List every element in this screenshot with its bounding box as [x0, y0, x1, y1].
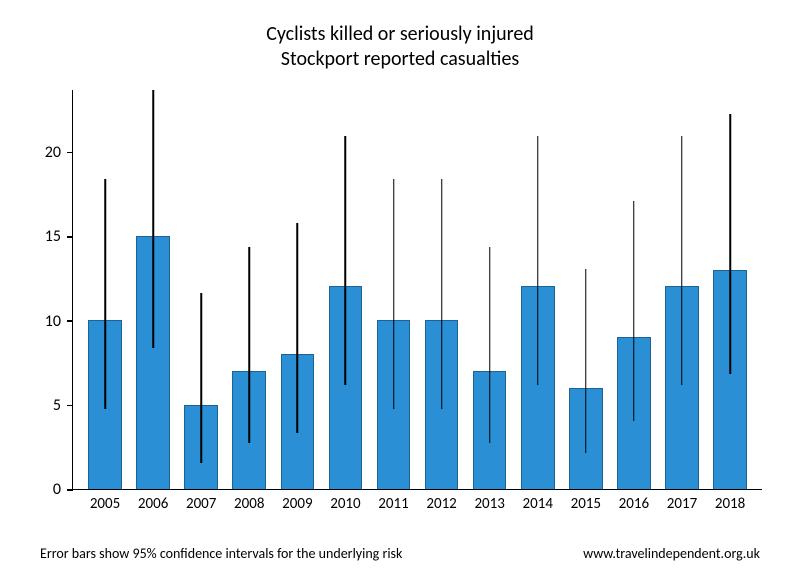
- bar-slot: 2011: [369, 90, 417, 489]
- error-bar: [537, 136, 539, 386]
- chart-title-line2: Stockport reported casualties: [0, 47, 800, 72]
- bar-slot: 2012: [418, 90, 466, 489]
- chart-title: Cyclists killed or seriously injured Sto…: [0, 0, 800, 72]
- bars-container: 2005200620072008200920102011201220132014…: [73, 90, 762, 489]
- error-bar: [249, 247, 251, 443]
- error-bar: [489, 247, 491, 443]
- y-tick-mark: [67, 489, 73, 491]
- bar-slot: 2010: [321, 90, 369, 489]
- error-bar: [152, 90, 154, 348]
- y-tick-mark: [67, 152, 73, 154]
- x-tick-label: 2008: [234, 495, 264, 513]
- footer-note: Error bars show 95% confidence intervals…: [40, 545, 402, 562]
- bar-slot: 2018: [706, 90, 754, 489]
- chart-footer: Error bars show 95% confidence intervals…: [40, 545, 760, 562]
- x-tick-label: 2013: [474, 495, 504, 513]
- y-tick-label: 20: [45, 143, 61, 162]
- footer-url: www.travelindependent.org.uk: [583, 545, 760, 562]
- x-tick-label: 2006: [138, 495, 168, 513]
- error-bar: [681, 136, 683, 386]
- plot-area: 2005200620072008200920102011201220132014…: [72, 90, 762, 490]
- bar-slot: 2007: [177, 90, 225, 489]
- bar-slot: 2006: [129, 90, 177, 489]
- error-bar: [633, 201, 635, 420]
- bar-slot: 2009: [273, 90, 321, 489]
- chart-title-line1: Cyclists killed or seriously injured: [0, 22, 800, 47]
- y-tick-mark: [67, 405, 73, 407]
- x-tick-label: 2017: [667, 495, 697, 513]
- y-tick-label: 5: [53, 396, 61, 415]
- x-tick-label: 2009: [282, 495, 312, 513]
- bar-slot: 2016: [610, 90, 658, 489]
- error-bar: [585, 269, 587, 453]
- y-tick-label: 15: [45, 227, 61, 246]
- x-tick-label: 2007: [186, 495, 216, 513]
- error-bar: [441, 179, 443, 409]
- x-tick-label: 2012: [426, 495, 456, 513]
- x-tick-label: 2011: [378, 495, 408, 513]
- error-bar: [729, 114, 731, 374]
- error-bar: [297, 223, 299, 432]
- bar-slot: 2014: [514, 90, 562, 489]
- y-tick-mark: [67, 236, 73, 238]
- bar-slot: 2015: [562, 90, 610, 489]
- error-bar: [200, 293, 202, 463]
- x-tick-label: 2005: [90, 495, 120, 513]
- bar-slot: 2005: [81, 90, 129, 489]
- x-tick-label: 2015: [571, 495, 601, 513]
- x-tick-label: 2016: [619, 495, 649, 513]
- y-tick-mark: [67, 320, 73, 322]
- x-tick-label: 2010: [330, 495, 360, 513]
- x-tick-label: 2014: [523, 495, 553, 513]
- error-bar: [104, 179, 106, 409]
- bar-slot: 2013: [466, 90, 514, 489]
- bar-slot: 2017: [658, 90, 706, 489]
- y-tick-label: 10: [45, 312, 61, 331]
- error-bar: [393, 179, 395, 409]
- error-bar: [345, 136, 347, 386]
- y-tick-label: 0: [53, 480, 61, 499]
- bar-slot: 2008: [225, 90, 273, 489]
- x-tick-label: 2018: [715, 495, 745, 513]
